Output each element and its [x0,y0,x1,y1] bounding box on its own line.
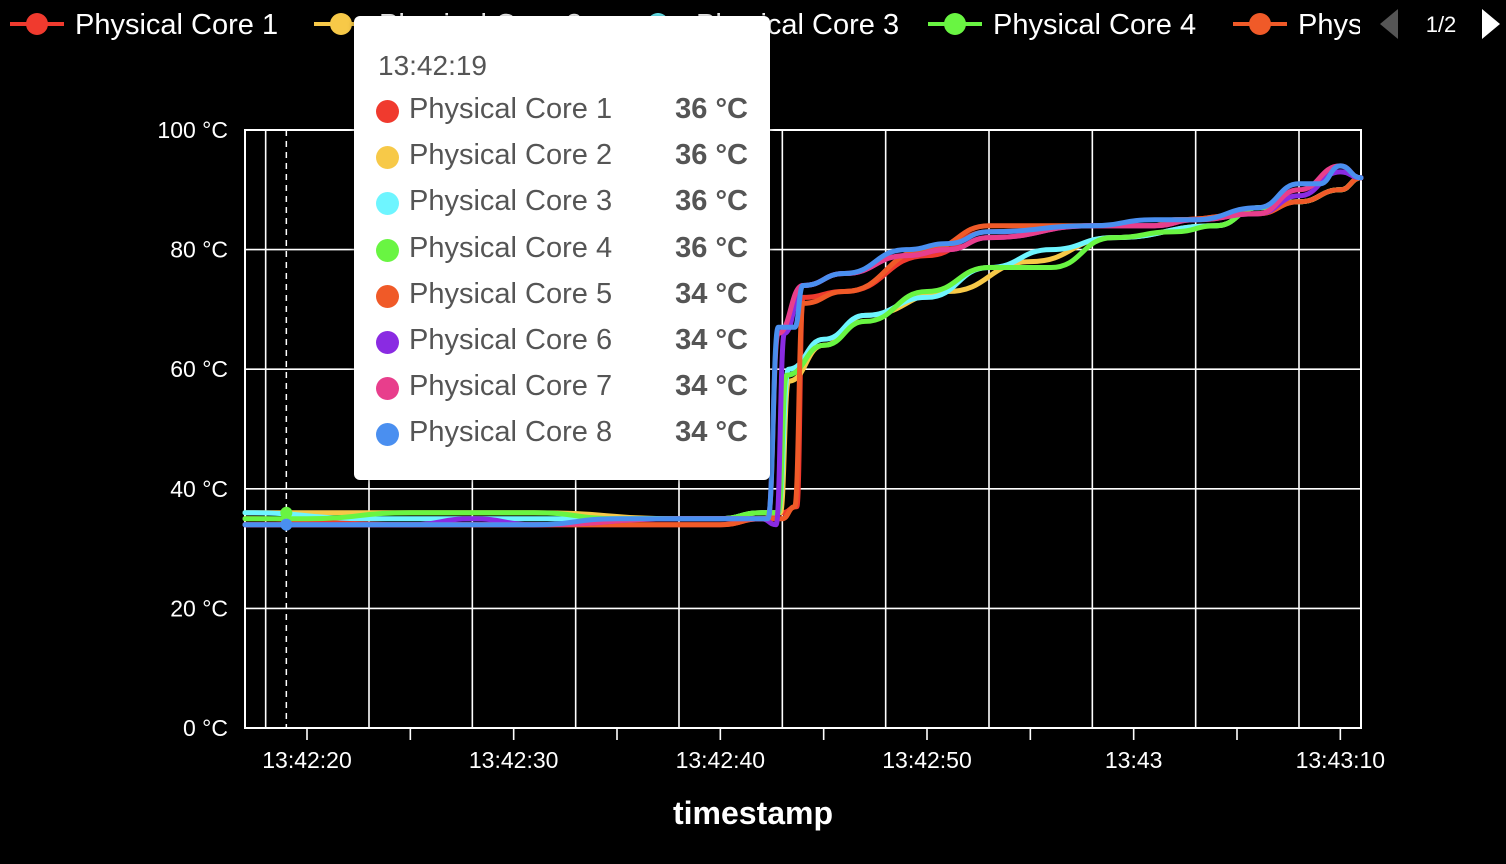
tooltip-color-dot [376,238,399,262]
tooltip-series-name: Physical Core 8 [409,416,613,449]
legend-item-core-5[interactable]: Physical Core 5 [1233,9,1501,41]
legend-next-icon[interactable] [1482,9,1500,39]
hover-crosshair [280,130,293,728]
tooltip-series-name: Physical Core 1 [409,93,613,125]
hover-point-low [280,518,293,531]
tooltip-row: Physical Core 4 36 °C [376,232,748,272]
x-tick-label: 13:42:40 [676,747,766,773]
tooltip-row: Physical Core 8 34 °C [376,416,748,456]
hover-point-high [280,506,293,519]
legend-swatch-dot [1249,13,1271,35]
legend-item-core-1[interactable]: Physical Core 1 [10,9,278,41]
x-tick-label: 13:42:30 [469,747,559,773]
tooltip-color-dot [376,284,399,308]
legend-item-core-4[interactable]: Physical Core 4 [928,9,1196,41]
legend-prev-icon[interactable] [1380,9,1398,39]
tooltip-series-value: 36 °C [675,93,748,125]
x-tick-label: 13:42:20 [262,747,352,773]
tooltip-color-dot [376,100,399,123]
legend-label: Physical Core 5 [1298,9,1501,41]
series-lines [242,163,1364,528]
x-tick-label: 13:42:50 [882,747,972,773]
tooltip-series-value: 36 °C [675,139,748,172]
y-tick-label: 0 °C [183,715,228,741]
tooltip-series-name: Physical Core 7 [409,370,613,403]
series-line-core-8[interactable] [242,163,1364,528]
tooltip-color-dot [376,192,399,216]
tooltip-series-name: Physical Core 3 [409,185,613,218]
legend-label: Physical Core 4 [993,9,1196,41]
tooltip-row: Physical Core 6 34 °C [376,324,748,364]
tooltip-series-value: 34 °C [675,370,748,403]
x-tick-label: 13:43 [1105,747,1163,773]
tooltip-row: Physical Core 2 36 °C [376,139,748,179]
tooltip-color-dot [376,331,399,354]
tooltip-row: Physical Core 1 36 °C [376,93,748,133]
y-tick-label: 80 °C [170,237,228,263]
tooltip-color-dot [376,377,399,401]
legend-swatch-dot [26,13,48,35]
tooltip-row: Physical Core 5 34 °C [376,278,748,318]
tooltip-series-value: 34 °C [675,416,748,449]
tooltip-row: Physical Core 7 34 °C [376,370,748,410]
y-tick-label: 60 °C [170,356,228,382]
tooltip-series-name: Physical Core 6 [409,324,613,356]
legend-swatch-dot [944,13,966,35]
x-tick-label: 13:43:10 [1296,747,1386,773]
tooltip-series-name: Physical Core 4 [409,231,613,264]
series-line-core-4[interactable] [242,175,1364,522]
tooltip-color-dot [376,146,399,170]
y-tick-label: 20 °C [170,595,228,621]
tooltip-series-value: 34 °C [675,277,748,310]
y-tick-label: 100 °C [157,117,228,143]
tooltip-series-value: 36 °C [675,185,748,218]
x-axis: 13:42:20 13:42:30 13:42:40 13:42:50 13:43 13:… [262,728,1385,773]
tooltip-series-name: Physical Core 2 [409,139,613,172]
y-tick-label: 40 °C [170,476,228,502]
tooltip-row: Physical Core 3 36 °C [376,185,748,225]
tooltip-time: 13:42:19 [378,50,487,81]
tooltip-series-value: 36 °C [675,231,748,264]
x-axis-title: timestamp [673,795,833,831]
tooltip-series-name: Physical Core 5 [409,277,613,310]
legend-label: Physical Core 1 [75,9,278,41]
legend-page-indicator: 1/2 [1426,12,1457,37]
legend-swatch-dot [330,13,352,35]
tooltip-series-value: 34 °C [675,324,748,356]
y-axis: 0 °C 20 °C 40 °C 60 °C 80 °C 100 °C [157,117,228,741]
legend-pager: 1/2 [1380,9,1500,39]
hover-tooltip: 13:42:19 Physical Core 1 36 °C Physical Co… [354,16,770,480]
tooltip-color-dot [376,423,399,447]
